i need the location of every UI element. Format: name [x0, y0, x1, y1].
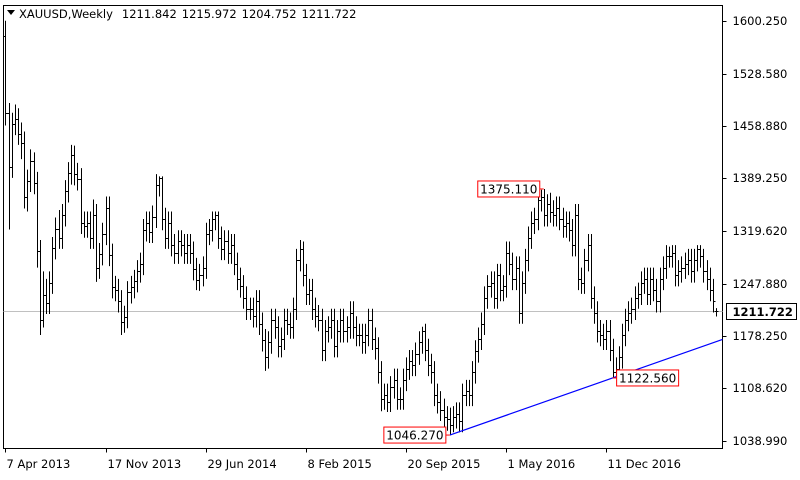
y-tick-label: 1108.620: [733, 381, 788, 395]
y-tick-label: 1038.990: [733, 434, 788, 448]
chart-title: XAUUSD,Weekly: [19, 7, 113, 21]
annotation-label: 1375.110: [480, 182, 537, 196]
y-tick-label: 1600.250: [733, 14, 788, 28]
x-tick-label: 20 Sep 2015: [408, 457, 481, 471]
x-tick-label: 29 Jun 2014: [208, 457, 277, 471]
x-tick-label: 11 Dec 2016: [608, 457, 681, 471]
annotation-box: [383, 426, 447, 444]
price-label: 1211.722: [733, 305, 793, 319]
y-tick-label: 1178.250: [733, 329, 788, 343]
high-value: 1215.972: [182, 7, 237, 21]
price-label-box: [726, 303, 797, 320]
plot-area: 1600.250 1528.580 1458.880 1389.250 1319.620…: [3, 14, 797, 471]
open-value: 1211.842: [122, 7, 177, 21]
annotation-label: 1046.270: [386, 429, 443, 443]
y-tick-label: 1247.880: [733, 277, 788, 291]
x-tick-label: 8 Feb 2015: [308, 457, 372, 471]
x-tick-label: 17 Nov 2013: [108, 457, 182, 471]
menu-arrow[interactable]: [7, 10, 15, 15]
low-value: 1204.752: [242, 7, 297, 21]
trendline: [449, 338, 723, 436]
close-value: 1211.722: [302, 7, 357, 21]
annotation-box: [477, 180, 541, 198]
annotation-box: [616, 369, 680, 387]
y-tick-label: 1458.880: [733, 119, 788, 133]
annotation-label: 1122.560: [619, 371, 676, 385]
plot-frame: [3, 5, 723, 449]
x-tick-label: 7 Apr 2013: [7, 457, 71, 471]
chart-header: XAUUSD,Weekly 1211.842 1215.972 1204.752 121…: [19, 7, 356, 21]
y-tick-label: 1389.250: [733, 171, 788, 185]
y-tick-label: 1528.580: [733, 67, 788, 81]
y-tick-label: 1319.620: [733, 224, 788, 238]
x-tick-label: 1 May 2016: [508, 457, 576, 471]
